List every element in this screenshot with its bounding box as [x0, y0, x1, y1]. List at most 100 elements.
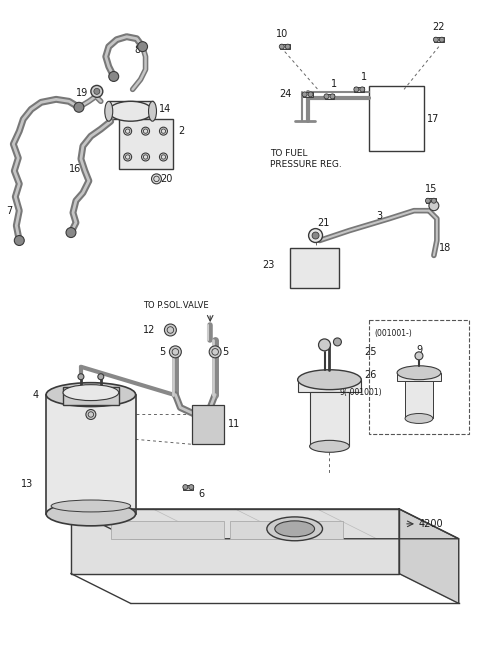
Circle shape — [152, 174, 161, 184]
Polygon shape — [399, 509, 459, 604]
Circle shape — [154, 176, 159, 182]
Bar — [405, 380, 433, 419]
Text: 12: 12 — [143, 325, 156, 335]
Text: 24: 24 — [279, 89, 292, 99]
Bar — [280, 44, 290, 49]
Ellipse shape — [46, 502, 136, 526]
Text: 8: 8 — [134, 45, 141, 54]
Ellipse shape — [298, 370, 361, 390]
Circle shape — [285, 44, 290, 49]
Bar — [109, 101, 153, 119]
Circle shape — [415, 352, 423, 359]
Text: 18: 18 — [439, 243, 451, 253]
Circle shape — [167, 327, 174, 333]
Text: 11: 11 — [228, 419, 240, 430]
Circle shape — [94, 89, 100, 94]
Text: TO FUEL: TO FUEL — [270, 148, 307, 157]
Circle shape — [330, 94, 335, 99]
Circle shape — [109, 72, 119, 81]
Text: 17: 17 — [427, 114, 439, 124]
Ellipse shape — [275, 521, 314, 537]
Circle shape — [124, 153, 132, 161]
Circle shape — [360, 87, 365, 92]
Circle shape — [169, 346, 181, 358]
Bar — [369, 87, 424, 151]
Ellipse shape — [46, 382, 136, 407]
Text: 22: 22 — [432, 22, 445, 31]
Circle shape — [429, 201, 439, 211]
Text: 15: 15 — [425, 184, 437, 194]
Circle shape — [14, 236, 24, 245]
Circle shape — [439, 37, 444, 42]
Ellipse shape — [397, 366, 441, 380]
Bar — [111, 521, 224, 539]
Circle shape — [66, 228, 76, 237]
Text: 1: 1 — [331, 79, 337, 89]
Circle shape — [354, 87, 359, 92]
Bar — [183, 485, 193, 489]
Text: (001001-): (001001-) — [374, 329, 412, 338]
Text: 10: 10 — [276, 29, 288, 39]
Circle shape — [125, 155, 130, 159]
Bar — [302, 92, 312, 97]
Text: 4200: 4200 — [419, 519, 444, 529]
Circle shape — [334, 338, 341, 346]
Circle shape — [125, 129, 130, 133]
Circle shape — [144, 129, 148, 133]
Bar — [369, 320, 468, 434]
Text: 5: 5 — [159, 347, 166, 357]
Circle shape — [91, 85, 103, 97]
Text: 26: 26 — [364, 370, 377, 380]
Ellipse shape — [405, 413, 433, 423]
Text: TO P.SOL.VALVE: TO P.SOL.VALVE — [143, 300, 208, 310]
Circle shape — [433, 37, 438, 42]
Text: 23: 23 — [263, 260, 275, 270]
Circle shape — [209, 346, 221, 358]
Circle shape — [324, 94, 329, 99]
Circle shape — [309, 228, 323, 243]
Circle shape — [183, 485, 188, 489]
Circle shape — [159, 153, 168, 161]
Bar — [324, 94, 335, 99]
Bar — [434, 37, 444, 42]
Ellipse shape — [148, 101, 156, 121]
Polygon shape — [71, 509, 399, 573]
Text: 21: 21 — [318, 218, 330, 228]
Text: 16: 16 — [69, 164, 81, 174]
Circle shape — [172, 348, 179, 355]
Text: 20: 20 — [160, 174, 173, 184]
Circle shape — [138, 42, 147, 52]
Text: 1: 1 — [361, 72, 367, 83]
Circle shape — [88, 412, 94, 417]
Circle shape — [98, 374, 104, 380]
Ellipse shape — [63, 384, 119, 401]
Text: 9(-001001): 9(-001001) — [339, 388, 382, 397]
Circle shape — [432, 198, 436, 203]
Text: 9: 9 — [416, 345, 422, 355]
Ellipse shape — [51, 500, 131, 512]
Circle shape — [312, 232, 319, 239]
Bar — [119, 119, 173, 169]
Circle shape — [124, 127, 132, 135]
Ellipse shape — [267, 517, 323, 541]
Text: 2: 2 — [179, 126, 185, 136]
Text: 19: 19 — [76, 89, 88, 98]
Ellipse shape — [310, 440, 349, 452]
Circle shape — [425, 198, 431, 203]
Bar — [63, 386, 119, 405]
Ellipse shape — [109, 101, 153, 121]
Circle shape — [86, 409, 96, 419]
Circle shape — [74, 102, 84, 112]
Bar — [354, 87, 364, 92]
Circle shape — [319, 339, 330, 351]
Bar — [310, 392, 349, 446]
Text: 13: 13 — [21, 479, 33, 489]
Text: PRESSURE REG.: PRESSURE REG. — [270, 161, 342, 169]
Text: 25: 25 — [364, 347, 377, 357]
Bar — [46, 395, 136, 514]
Bar — [230, 521, 343, 539]
Ellipse shape — [105, 101, 113, 121]
Text: 4: 4 — [33, 390, 39, 400]
Text: 5: 5 — [222, 347, 228, 357]
Bar — [298, 380, 361, 392]
